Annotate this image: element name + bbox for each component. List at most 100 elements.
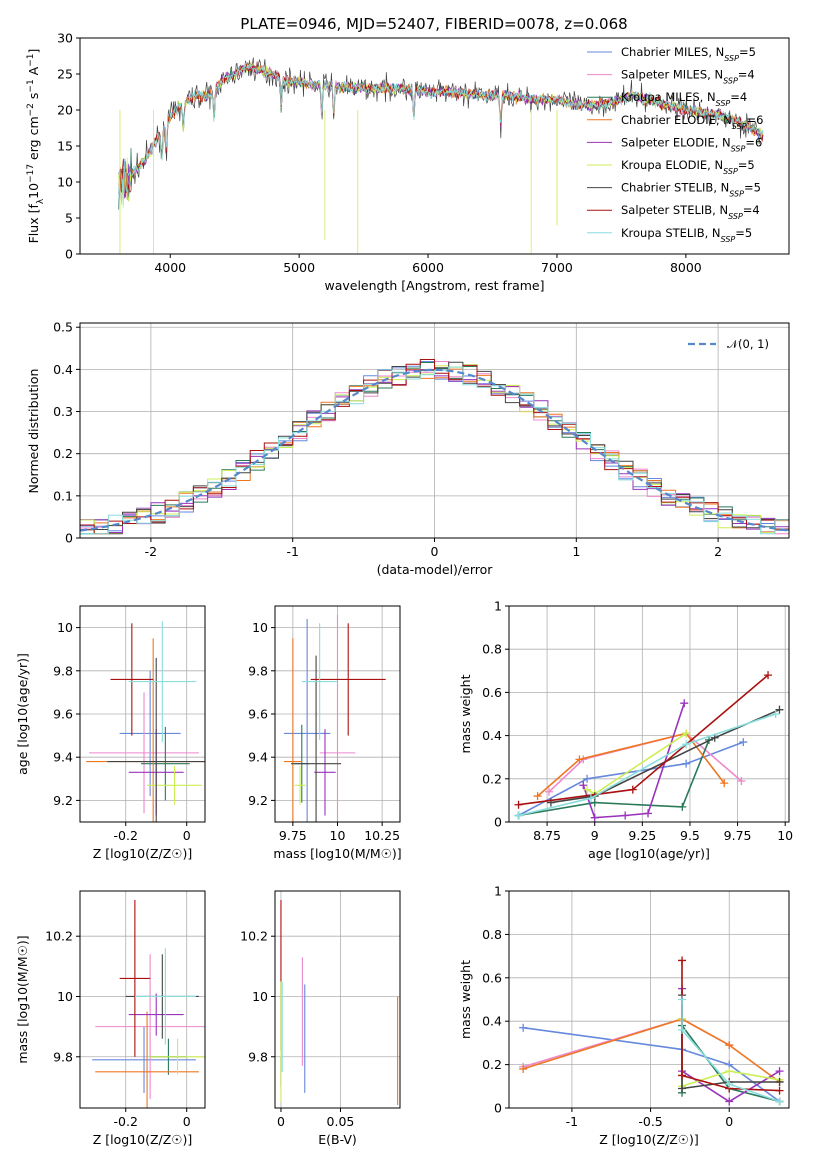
spectrum-plot-area xyxy=(118,57,764,254)
spectrum-xlabel: wavelength [Angstrom, rest frame] xyxy=(324,278,544,293)
weight_vs_age-ytick-label: 0.6 xyxy=(482,685,502,700)
legend-entry: Salpeter ELODIE, NSSP=6 xyxy=(621,135,762,153)
weight_vs_Z-series-line xyxy=(681,999,780,1103)
spectrum-ytick-label: 5 xyxy=(65,211,73,226)
residuals-xlabel: (data-model)/error xyxy=(377,562,494,577)
mass_vs_EBV-ytick-label: 9.8 xyxy=(248,1049,268,1064)
weight_vs_Z-xtick-label: -0.5 xyxy=(638,1114,662,1129)
age_vs_Z-xlabel: Z [log10(Z/Z☉)] xyxy=(93,846,193,861)
weight_vs_age-point-marker xyxy=(628,785,637,794)
weight_vs_Z-point-marker xyxy=(725,1097,734,1106)
weight_vs_age-xtick-label: 9.25 xyxy=(628,828,656,843)
spectrum-xtick-label: 6000 xyxy=(412,260,444,275)
weight_vs_age-point-marker xyxy=(586,794,595,803)
weight_vs_age-series-line xyxy=(518,741,744,817)
weight_vs_Z-series-line xyxy=(681,995,780,1090)
mass_vs_Z-ylabel: mass [log10(M/M☉)] xyxy=(15,935,30,1063)
weight_vs_age-series-line xyxy=(586,732,687,795)
weight_vs_age-xtick-label: 10 xyxy=(777,828,793,843)
residuals-ytick-label: 0.5 xyxy=(53,320,73,335)
mass_vs_EBV-plot-area xyxy=(280,900,399,1105)
residuals-ytick-label: 0.2 xyxy=(53,446,73,461)
age_vs_mass-ytick-label: 9.6 xyxy=(248,707,268,722)
mass_vs_EBV-axes: 0 0.05 9.8 10 10.2 E(B-V) xyxy=(240,890,401,1147)
residuals-ytick-label: 0.3 xyxy=(53,404,73,419)
weight_vs_age-point-marker xyxy=(682,740,691,749)
weight_vs_age-point-marker xyxy=(720,779,729,788)
mass_vs_EBV-xtick-label: 0.05 xyxy=(327,1114,355,1129)
mass_vs_EBV-ytick-label: 10.2 xyxy=(240,929,268,944)
residuals-ytick-label: 0.1 xyxy=(53,488,73,503)
age_vs_mass-xtick-label: 10 xyxy=(330,828,346,843)
age_vs_Z-ytick-label: 9.4 xyxy=(53,750,73,765)
legend-entry: Chabrier ELODIE, NSSP=6 xyxy=(621,113,763,131)
weight_vs_age-xtick-label: 9.5 xyxy=(680,828,700,843)
legend-entry: Chabrier MILES, NSSP=5 xyxy=(621,45,756,63)
weight_vs_Z-point-marker xyxy=(775,1067,784,1076)
weight_vs_age-point-marker xyxy=(621,811,630,820)
legend-entry: Kroupa MILES, NSSP=4 xyxy=(621,90,747,108)
weight_vs_age-ytick-label: 0.4 xyxy=(482,728,502,743)
weight_vs_Z-axes: -1 -0.5 0 0 0.2 0.4 0.6 0.8 1 Z [log10(Z/Z☉)] mass… xyxy=(458,884,790,1147)
residuals-xtick-label: 0 xyxy=(431,544,439,559)
spectrum-xtick-label: 5000 xyxy=(283,260,315,275)
weight_vs_Z-point-marker xyxy=(725,1041,734,1050)
weight_vs_Z-series-line xyxy=(681,1019,780,1088)
mass_vs_Z-frame xyxy=(79,890,206,1109)
legend-entry: Salpeter STELIB, NSSP=4 xyxy=(621,203,760,221)
mass_vs_Z-xlabel: Z [log10(Z/Z☉)] xyxy=(93,1132,193,1147)
age_vs_Z-ylabel: age [log10(age/yr)] xyxy=(15,653,30,775)
spectrum-line xyxy=(118,62,764,201)
weight_vs_age-series-line xyxy=(518,739,710,817)
age_vs_Z-ytick-label: 10 xyxy=(57,620,73,635)
age_vs_mass-axes: 9.75 10 10.25 9.2 9.4 9.6 9.8 10 mass [log10(M/M… xyxy=(248,605,402,861)
weight_vs_age-point-marker xyxy=(737,776,746,785)
weight_vs_age-point-marker xyxy=(583,785,592,794)
residuals-axes: -2 -1 0 1 2 0 0.1 0.2 0.3 0.4 0.5 𝒩(0, 1) (data-mode… xyxy=(26,320,790,577)
mass_vs_EBV-xtick-label: 0 xyxy=(277,1114,285,1129)
spectrum-ytick-label: 10 xyxy=(57,175,73,190)
weight_vs_age-ytick-label: 0.2 xyxy=(482,771,502,786)
weight_vs_Z-point-marker xyxy=(775,1097,784,1106)
residuals-xtick-label: 1 xyxy=(572,544,580,559)
residuals-xtick-label: -2 xyxy=(145,544,157,559)
mass_vs_Z-axes: -0.2 0 9.8 10 10.2 Z [log10(Z/Z☉)] mass [log10… xyxy=(15,890,206,1147)
weight_vs_age-ylabel: mass weight xyxy=(458,674,473,753)
age_vs_Z-xtick-label: 0 xyxy=(183,828,191,843)
weight_vs_Z-point-marker xyxy=(678,956,687,965)
weight_vs_Z-point-marker xyxy=(678,995,687,1004)
age_vs_mass-ytick-label: 9.2 xyxy=(248,793,268,808)
weight_vs_age-ytick-label: 0.8 xyxy=(482,642,502,657)
weight_vs_age-point-marker xyxy=(678,802,687,811)
weight_vs_Z-point-marker xyxy=(725,1067,734,1076)
weight_vs_age-point-marker xyxy=(575,755,584,764)
mass_vs_Z-xtick-label: 0 xyxy=(183,1114,191,1129)
weight_vs_Z-xtick-label: -1 xyxy=(566,1114,578,1129)
weight_vs_age-series-line xyxy=(537,732,725,797)
age_vs_Z-axes: -0.2 0 9.2 9.4 9.6 9.8 10 Z [log10(Z/Z☉)] age [l… xyxy=(15,605,206,861)
weight_vs_Z-point-marker xyxy=(678,1025,687,1034)
legend-entry: Chabrier STELIB, NSSP=5 xyxy=(621,181,761,199)
weight_vs_Z-frame xyxy=(508,890,790,1109)
legend-entry: Salpeter MILES, NSSP=4 xyxy=(621,68,755,86)
weight_vs_Z-point-marker xyxy=(519,1064,528,1073)
spectrum-xtick-label: 4000 xyxy=(154,260,186,275)
weight_vs_age-point-marker xyxy=(771,710,780,718)
weight_vs_age-point-marker xyxy=(682,759,691,768)
weight_vs_Z-point-marker xyxy=(725,1080,734,1089)
age_vs_mass-xtick-label: 10.25 xyxy=(364,828,400,843)
weight_vs_age-xlabel: age [log10(age/yr)] xyxy=(588,846,710,861)
age_vs_mass-xtick-label: 9.75 xyxy=(279,828,307,843)
spectrum-xtick-label: 7000 xyxy=(541,260,573,275)
weight_vs_Z-ytick-label: 0.8 xyxy=(482,927,502,942)
mass_vs_Z-xtick-label: -0.2 xyxy=(114,1114,138,1129)
residuals-plot-area xyxy=(80,359,789,535)
weight_vs_Z-plot-area xyxy=(519,956,784,1106)
residuals-xtick-label: -1 xyxy=(286,544,298,559)
spectrum-line xyxy=(118,64,764,198)
age_vs_Z-ytick-label: 9.2 xyxy=(53,793,73,808)
spectrum-line xyxy=(118,64,764,205)
legend-normal-label: 𝒩(0, 1) xyxy=(727,337,769,351)
residuals-xtick-label: 2 xyxy=(714,544,722,559)
weight_vs_age-point-marker xyxy=(644,809,653,818)
